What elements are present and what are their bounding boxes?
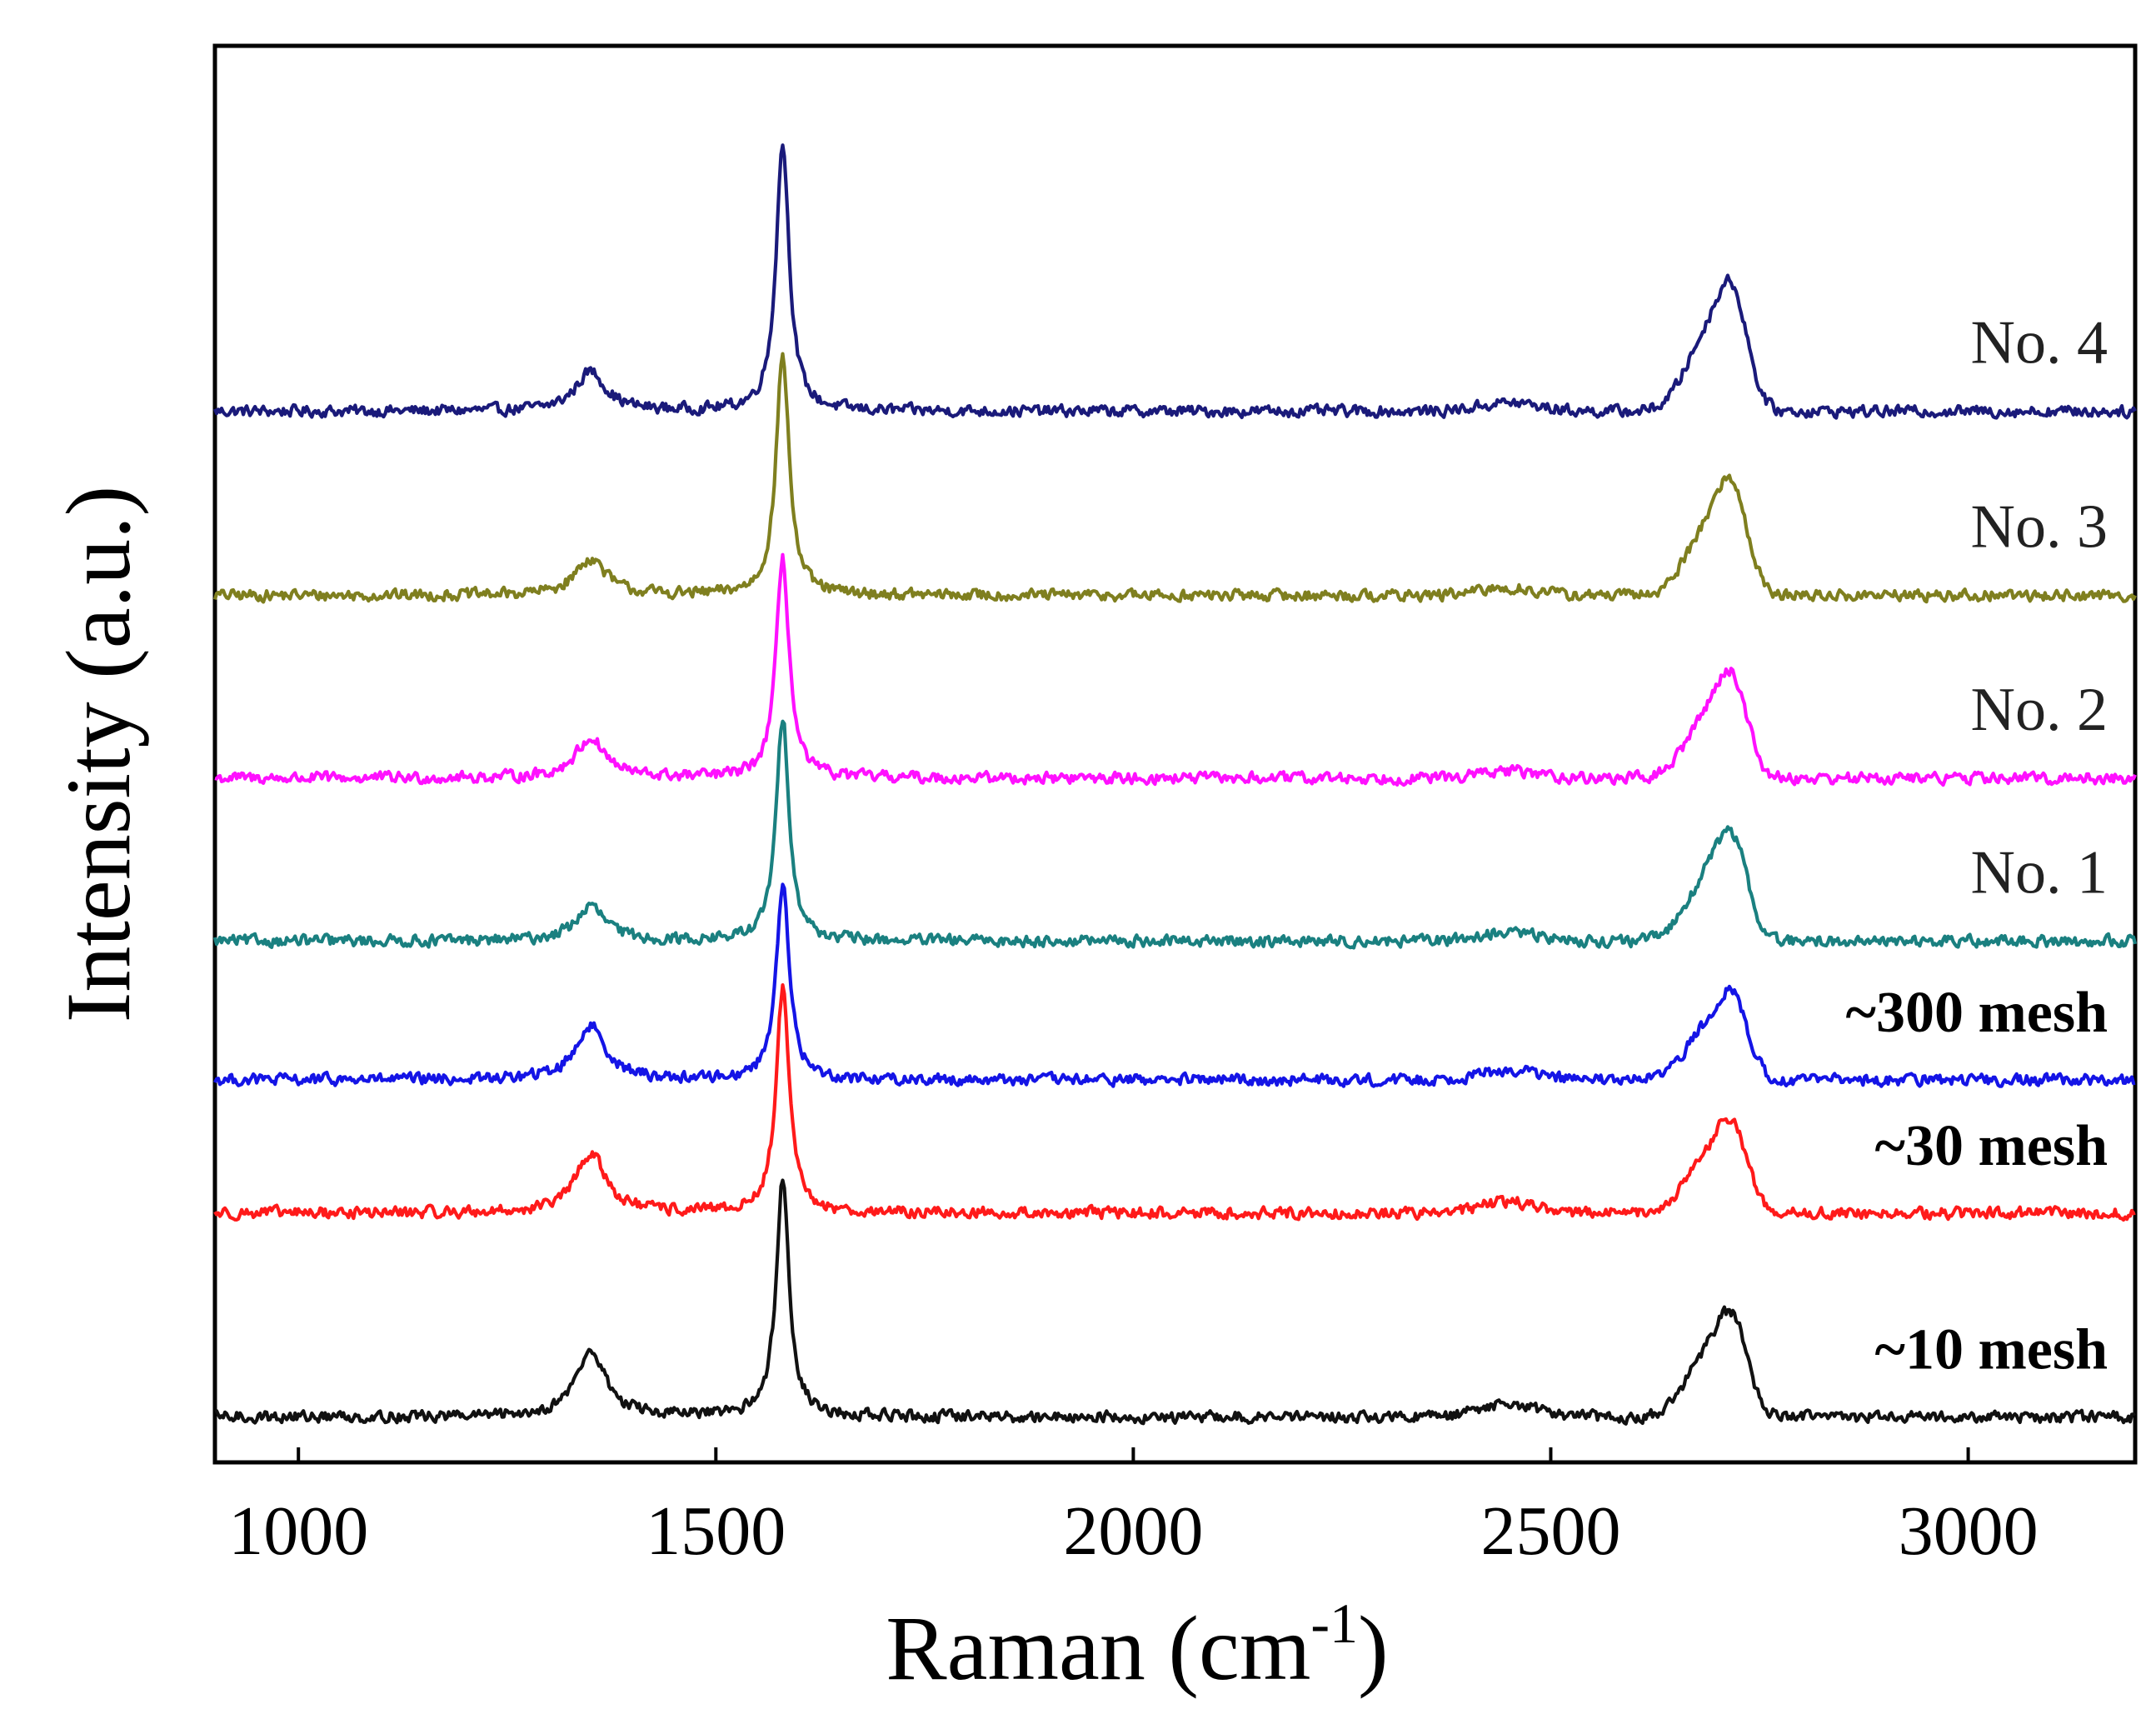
series-label-0: No. 4 xyxy=(1971,309,2108,377)
x-axis-ticks: 1000 1500 2000 2500 3000 xyxy=(228,1447,2039,1570)
x-tick-label-3000: 3000 xyxy=(1899,1492,2039,1570)
series-trace-1 xyxy=(212,352,2137,604)
series-trace-3 xyxy=(212,719,2138,950)
series-label-2: No. 2 xyxy=(1971,676,2108,744)
series-trace-6 xyxy=(213,1178,2136,1426)
x-tick-label-1000: 1000 xyxy=(228,1492,368,1570)
series-label-5: ~30 mesh xyxy=(1875,1114,2108,1178)
series-label-6: ~10 mesh xyxy=(1875,1318,2108,1382)
series-trace-0 xyxy=(213,143,2137,420)
series-trace-4 xyxy=(213,882,2136,1088)
series-trace-2 xyxy=(214,552,2137,787)
series-label-1: No. 3 xyxy=(1971,493,2108,562)
y-axis-title: Intensity (a.u.) xyxy=(47,486,149,1023)
x-axis-title-main: Raman (cm xyxy=(886,1597,1310,1699)
x-axis-title-sup: -1 xyxy=(1310,1592,1358,1655)
x-tick-label-2000: 2000 xyxy=(1063,1492,1203,1570)
x-axis-title-close: ) xyxy=(1358,1597,1389,1699)
spectra-traces xyxy=(212,143,2138,1426)
x-axis-title: Raman (cm-1) xyxy=(886,1592,1388,1699)
series-trace-5 xyxy=(213,983,2136,1222)
series-label-3: No. 1 xyxy=(1971,838,2108,907)
series-label-4: ~300 mesh xyxy=(1846,981,2108,1045)
series-labels: No. 4 No. 3 No. 2 No. 1 ~300 mesh ~30 mesh ~10… xyxy=(1846,309,2108,1382)
x-tick-label-1500: 1500 xyxy=(646,1492,786,1570)
plot-frame xyxy=(212,43,2138,1465)
x-tick-label-2500: 2500 xyxy=(1480,1492,1620,1570)
